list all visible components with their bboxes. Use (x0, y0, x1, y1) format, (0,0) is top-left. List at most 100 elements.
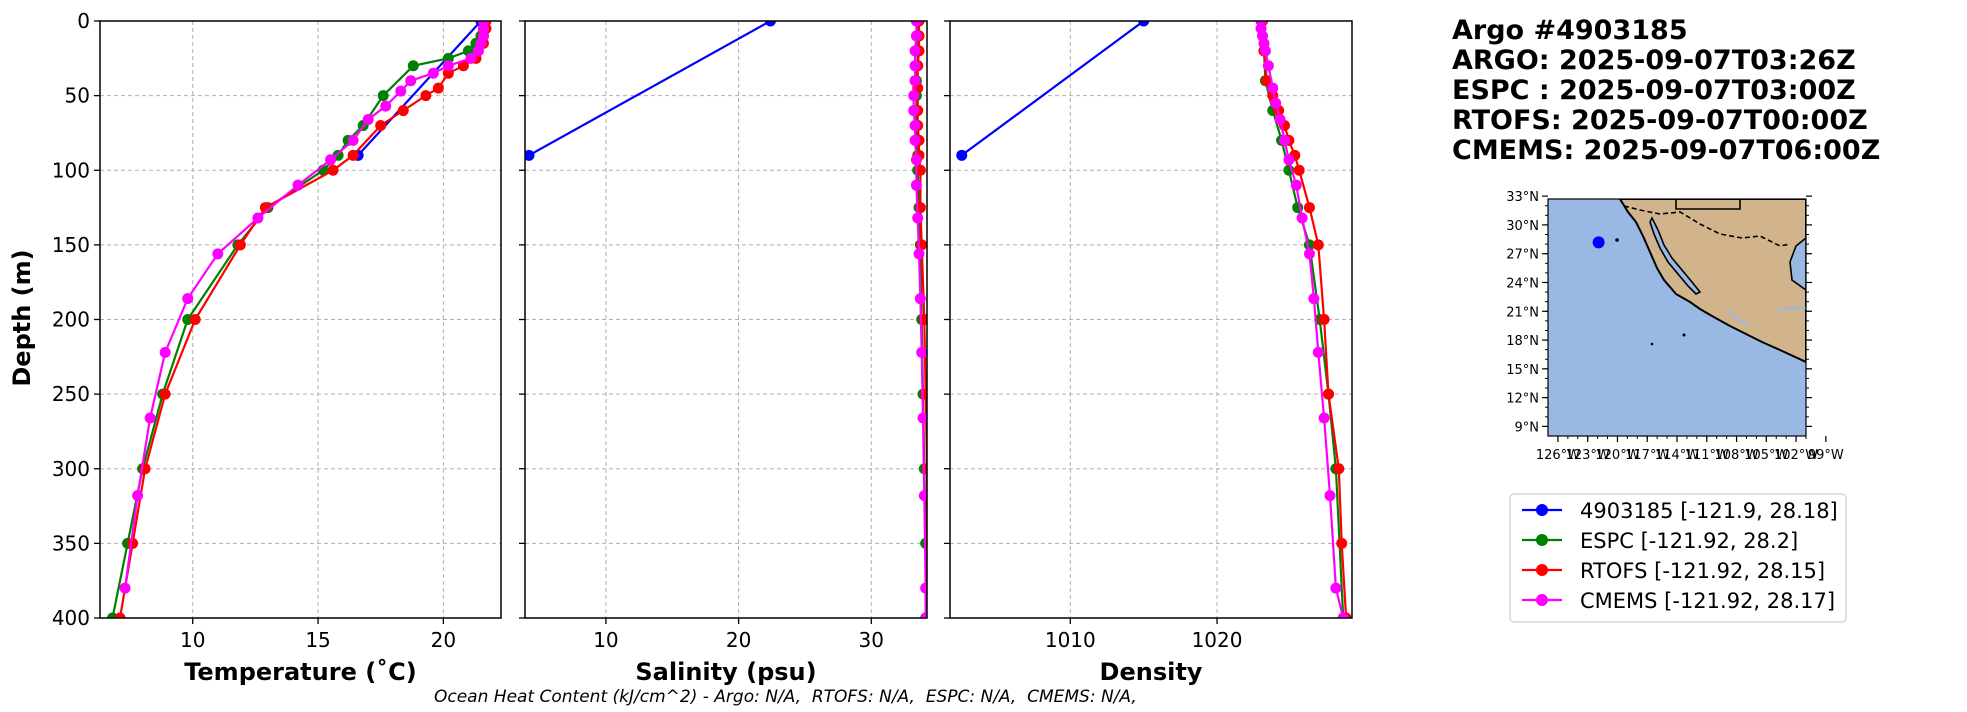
data-point-rtofs (1336, 537, 1348, 549)
map-lat-label: 9°N (1515, 420, 1540, 435)
data-point-cmems (405, 75, 417, 87)
data-point-cmems (1296, 212, 1308, 224)
y-tick-label: 300 (52, 457, 90, 481)
data-point-espc (407, 60, 419, 72)
data-point-rtofs (1293, 164, 1305, 176)
map-lat-label: 33°N (1506, 190, 1539, 205)
y-tick-label: 350 (52, 531, 90, 555)
map-island (1682, 333, 1686, 337)
y-axis-label: Depth (m) (8, 249, 36, 386)
espc-time: ESPC : 2025-09-07T03:00Z (1452, 75, 1856, 106)
data-point-rtofs (914, 164, 926, 176)
data-point-cmems (1290, 179, 1302, 191)
map-island (1650, 342, 1654, 346)
data-point-4903185 (1138, 21, 1150, 27)
data-point-cmems (1267, 82, 1279, 94)
data-point-cmems (427, 67, 439, 79)
data-point-cmems (159, 346, 171, 358)
axes-frame (99, 20, 502, 619)
x-tick-label: 20 (726, 628, 751, 652)
map-lon-label: 126°W (1536, 448, 1580, 463)
data-point-cmems (395, 85, 407, 97)
map-lon-label: 99°W (1808, 448, 1844, 463)
map-lon-label: 114°W (1655, 448, 1699, 463)
y-tick-label: 150 (52, 233, 90, 257)
data-point-cmems (1303, 248, 1315, 260)
data-point-cmems (1283, 154, 1295, 166)
data-point-cmems (362, 114, 374, 126)
data-point-cmems (1324, 490, 1336, 502)
ohc-footer: Ocean Heat Content (kJ/cm^2) - Argo: N/A… (434, 687, 1137, 707)
map-inset-frame (1675, 199, 1741, 210)
rtofs-time: RTOFS: 2025-09-07T00:00Z (1452, 105, 1868, 136)
chart-panel-3: 1010 1020 Density (944, 20, 1353, 686)
x-axis-label: Density (1100, 658, 1203, 686)
series-line-4903185 (528, 21, 771, 157)
map-lat-label: 24°N (1506, 276, 1539, 291)
data-point-cmems (910, 154, 922, 166)
argo-time: ARGO: 2025-09-07T03:26Z (1452, 45, 1856, 76)
map-lon-label: 102°W (1774, 448, 1818, 463)
data-point-rtofs (397, 105, 409, 117)
x-axis-label: Salinity (psu) (635, 658, 816, 686)
map-gulf-mexico (1789, 236, 1806, 291)
data-point-cmems (910, 21, 922, 27)
y-tick-label: 200 (52, 308, 90, 332)
map-land-mexico (1618, 199, 1806, 364)
data-point-rtofs (1323, 388, 1335, 400)
data-point-cmems (917, 412, 927, 424)
y-tick-label: 250 (52, 382, 90, 406)
data-point-rtofs (347, 149, 359, 161)
data-point-cmems (1279, 134, 1291, 146)
data-point-cmems (908, 105, 920, 117)
float-info: Argo #4903185 ARGO: 2025-09-07T03:26Z ES… (1452, 16, 1880, 166)
map-lon-label: 123°W (1566, 448, 1610, 463)
legend-label-rtofs: RTOFS [-121.92, 28.15] (1580, 559, 1825, 583)
data-point-4903185 (525, 149, 535, 161)
data-point-cmems (910, 30, 922, 42)
data-point-cmems (380, 100, 392, 112)
data-point-cmems (465, 52, 477, 64)
map-lat-label: 18°N (1506, 334, 1539, 349)
data-point-cmems (920, 582, 927, 594)
data-point-4903185 (956, 149, 968, 161)
data-point-espc (377, 90, 389, 102)
data-point-cmems (472, 45, 484, 57)
map-lon-label: 111°W (1685, 448, 1729, 463)
data-point-cmems (1330, 582, 1342, 594)
y-tick-label: 100 (52, 158, 90, 182)
map-float-marker (1592, 236, 1605, 249)
axes-frame (524, 20, 928, 619)
data-point-cmems (292, 179, 304, 191)
map-island (1615, 238, 1619, 242)
data-point-cmems (910, 179, 922, 191)
map-gulf-california (1649, 216, 1702, 295)
data-point-cmems (1259, 45, 1271, 57)
map-lat-label: 30°N (1506, 219, 1539, 234)
map-lat-label: 15°N (1506, 363, 1539, 378)
data-point-rtofs (327, 164, 339, 176)
data-point-cmems (144, 412, 156, 424)
x-tick-label: 30 (859, 628, 884, 652)
data-point-cmems (1318, 412, 1330, 424)
series-line-4903185 (961, 21, 1145, 157)
series-line-rtofs (916, 21, 927, 618)
legend-frame (1509, 493, 1847, 623)
data-point-rtofs (375, 119, 387, 131)
data-point-cmems (1337, 612, 1349, 618)
data-point-rtofs (457, 60, 469, 72)
data-point-espc (182, 314, 194, 325)
data-point-cmems (916, 346, 927, 358)
map-lon-label: 105°W (1744, 448, 1788, 463)
data-point-rtofs (1312, 239, 1324, 251)
legend-label-cmems: CMEMS [-121.92, 28.17] (1580, 589, 1835, 613)
data-point-rtofs (1333, 463, 1345, 475)
data-point-rtofs (234, 239, 246, 251)
legend-label-espc: ESPC [-121.92, 28.2] (1580, 529, 1798, 553)
legend-marker-rtofs (1536, 564, 1548, 576)
data-point-cmems (909, 134, 921, 146)
y-tick-label: 400 (52, 606, 90, 630)
map-river (1727, 306, 1806, 328)
legend-marker-cmems (1536, 594, 1548, 606)
cmems-time: CMEMS: 2025-09-07T06:00Z (1452, 135, 1881, 166)
